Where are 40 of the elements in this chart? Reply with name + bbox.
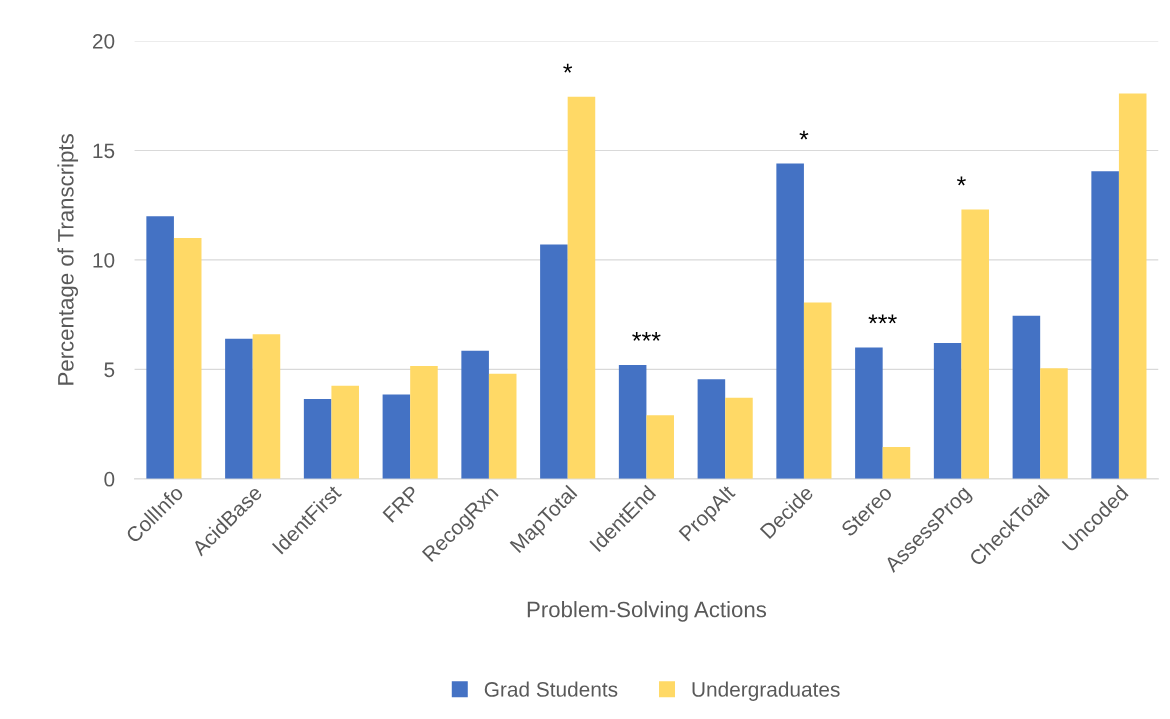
bar bbox=[933, 343, 962, 479]
y-tick-label: 10 bbox=[93, 252, 115, 268]
bar bbox=[803, 302, 832, 479]
legend-label: Undergraduates bbox=[692, 681, 840, 701]
bar bbox=[461, 350, 489, 479]
bar bbox=[303, 398, 332, 479]
bar bbox=[540, 244, 568, 479]
bar bbox=[855, 347, 883, 479]
bar bbox=[225, 338, 253, 479]
bar bbox=[488, 373, 517, 479]
y-tick-label: 5 bbox=[104, 362, 115, 378]
annotation: *** bbox=[632, 332, 661, 341]
bar bbox=[882, 447, 911, 479]
bar bbox=[1091, 171, 1119, 479]
annotation: *** bbox=[868, 314, 897, 324]
bar bbox=[618, 365, 647, 479]
annotation: * bbox=[563, 63, 573, 73]
y-axis-title: Percentage of Transcripts bbox=[57, 134, 79, 385]
bar bbox=[410, 366, 438, 479]
bar bbox=[646, 415, 674, 479]
bar bbox=[1040, 368, 1068, 479]
y-tick-label: 15 bbox=[93, 143, 115, 159]
y-tick-label: 0 bbox=[104, 471, 115, 487]
annotation: * bbox=[956, 176, 966, 186]
bar bbox=[331, 385, 359, 479]
bar bbox=[961, 209, 989, 479]
annotation: * bbox=[799, 130, 809, 140]
bar bbox=[173, 238, 202, 479]
legend-label: Grad Students bbox=[484, 681, 618, 697]
bar bbox=[382, 394, 411, 479]
bar bbox=[146, 216, 174, 479]
y-tick-label: 20 bbox=[92, 33, 115, 49]
x-axis-title: Problem-Solving Actions bbox=[527, 601, 767, 622]
bar bbox=[252, 334, 281, 479]
bar bbox=[1012, 315, 1041, 479]
bar bbox=[567, 96, 596, 479]
bar bbox=[697, 379, 726, 479]
bar bbox=[725, 397, 753, 479]
bar bbox=[1118, 93, 1147, 479]
bar bbox=[776, 163, 804, 479]
